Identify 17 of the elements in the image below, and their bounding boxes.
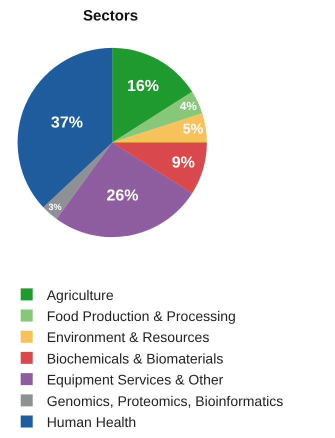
data-label: 26% [106,188,138,205]
legend-label: Agriculture [46,286,114,303]
data-label: 9% [172,154,195,172]
legend-label: Genomics, Proteomics, Bioinformatics [46,392,284,409]
legend-label: Food Production & Processing [46,308,236,324]
pie-slice [112,92,202,142]
legend-label: Equipment Services & Other [46,372,224,388]
data-label: 3% [48,202,62,212]
pie-slice [112,113,207,142]
data-label: 16% [126,78,160,96]
chart-title: Sectors [83,8,138,25]
data-label: 5% [182,122,204,138]
legend-label: Human Health [46,414,136,430]
data-label: 4% [180,100,198,113]
legend-label: Biochemicals & Biomaterials [46,350,224,366]
data-label: 37% [50,114,83,132]
legend-label: Environment & Resources [46,329,210,346]
